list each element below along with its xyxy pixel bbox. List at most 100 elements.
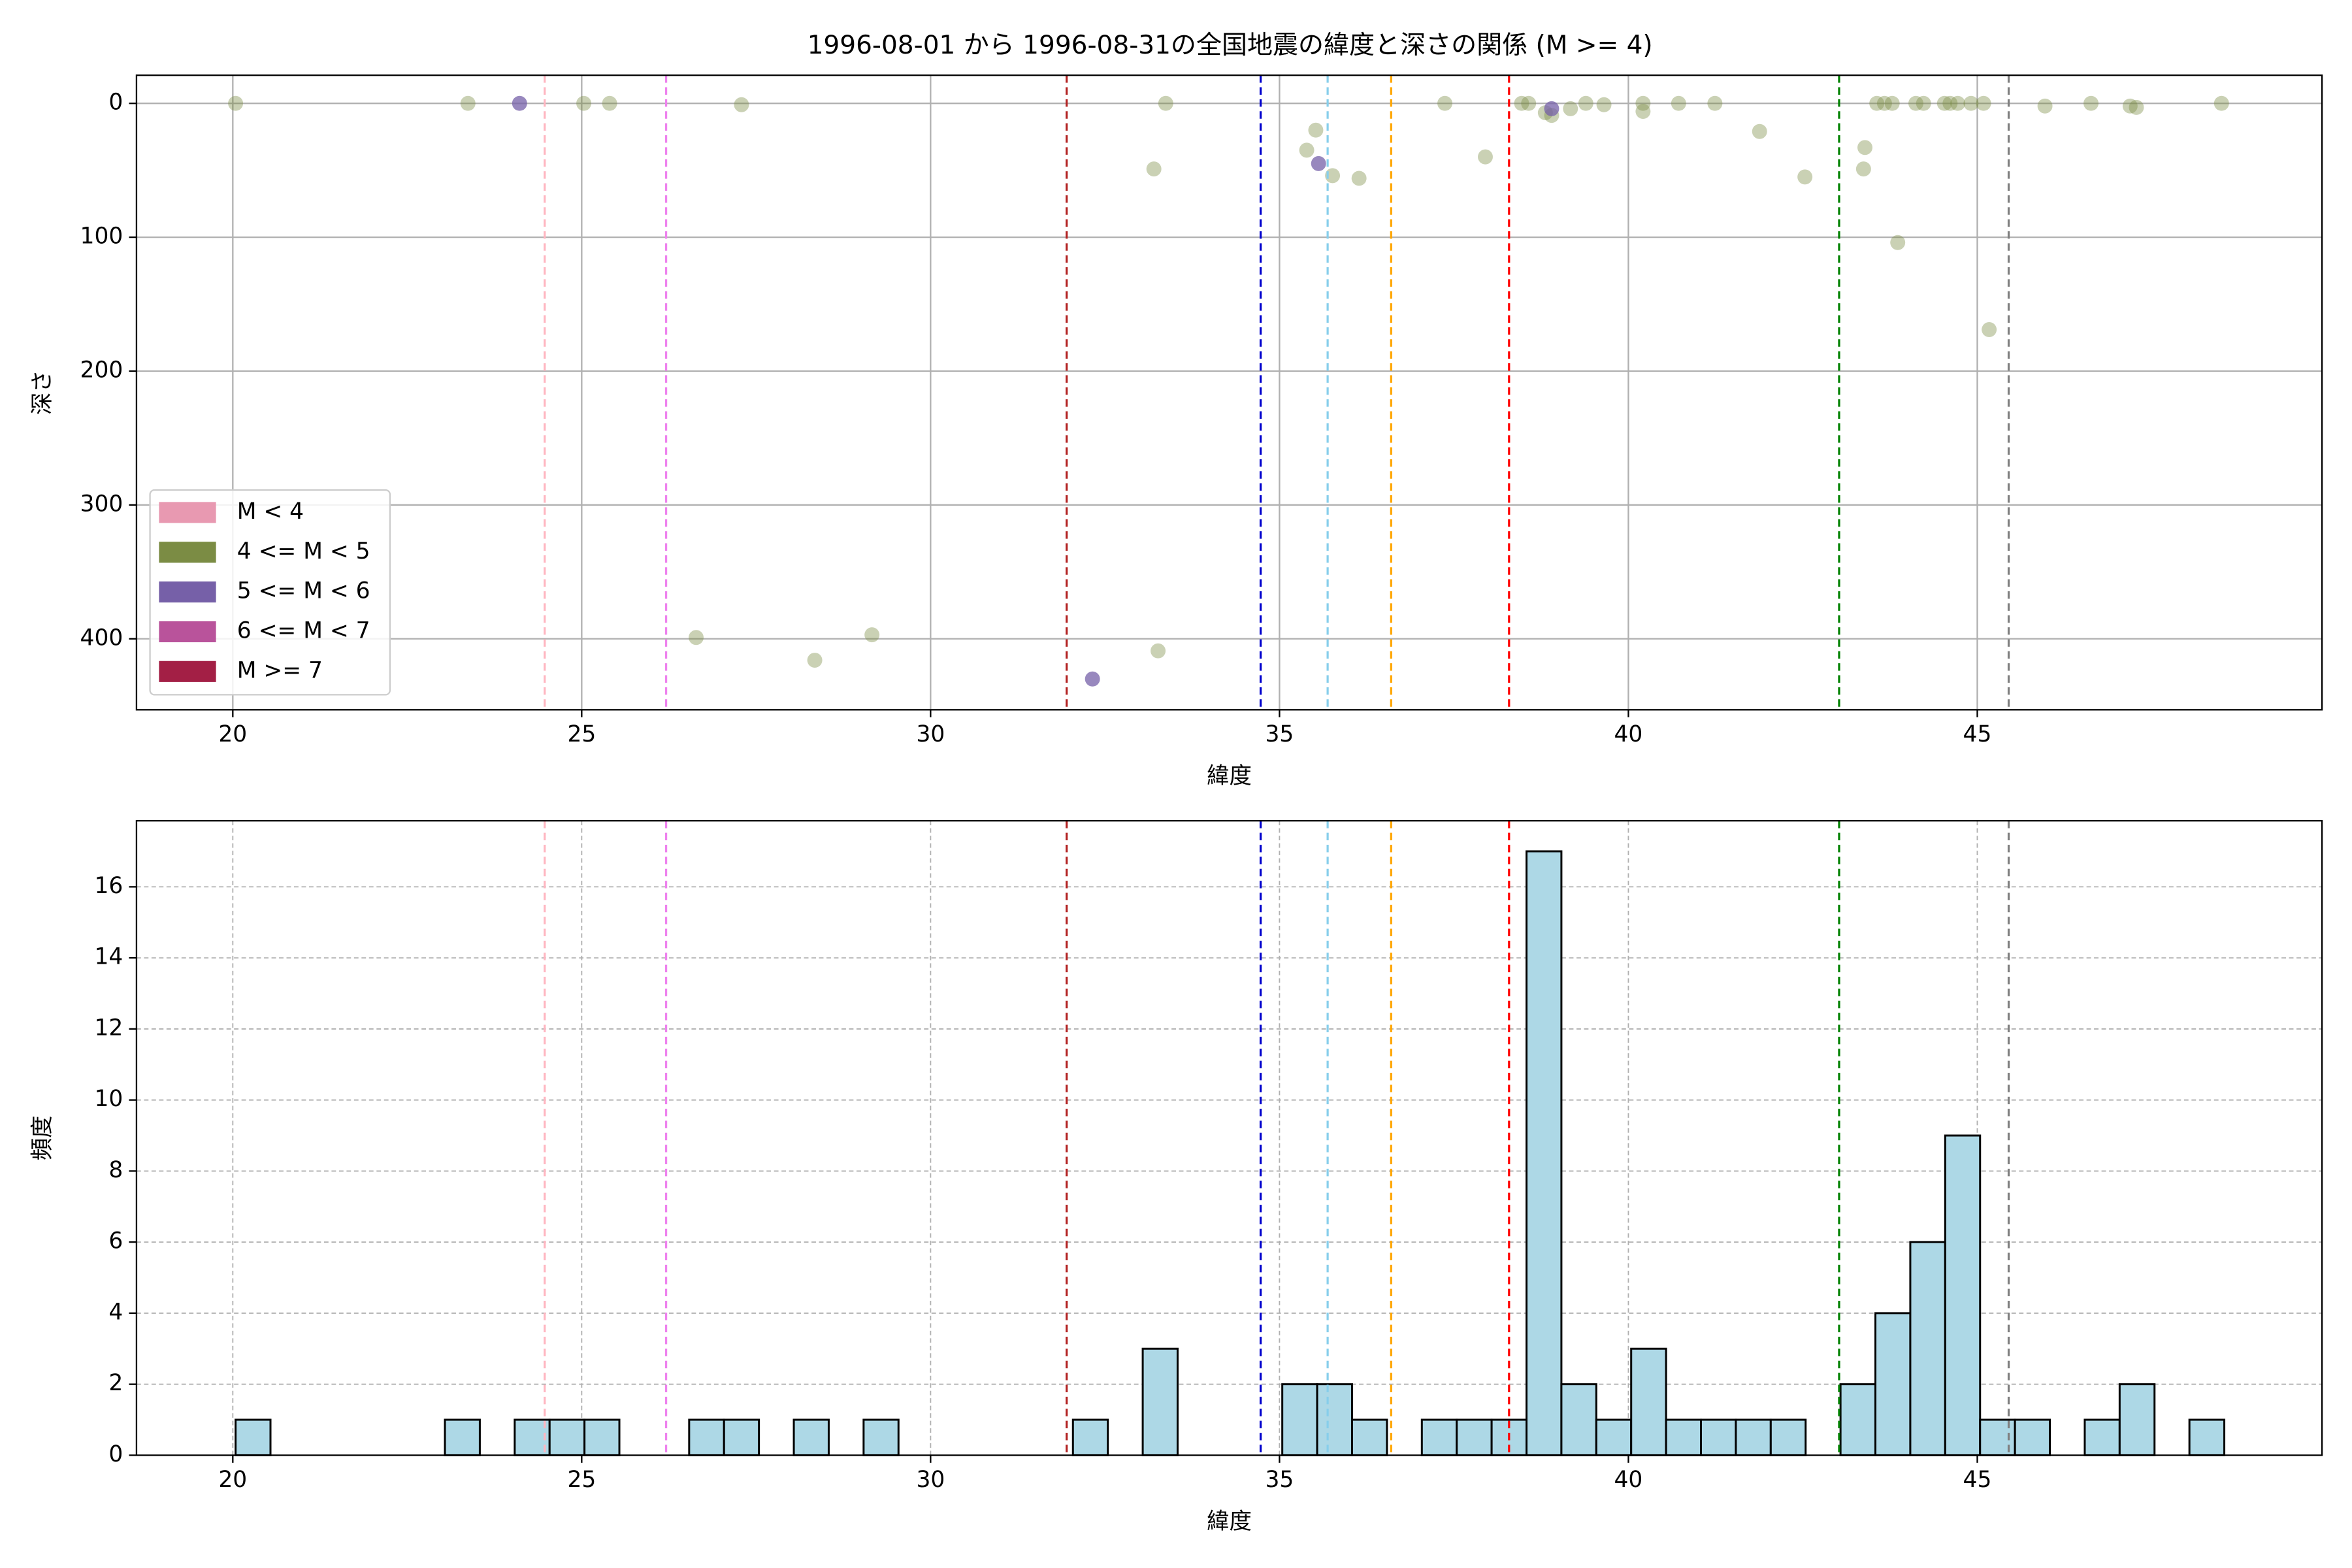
legend-swatch [159, 581, 216, 603]
point [1514, 95, 1529, 111]
y-tick-label: 400 [80, 625, 123, 651]
point [2083, 95, 2099, 111]
bar [235, 1418, 272, 1456]
point [2213, 95, 2229, 111]
bar [1071, 1418, 1109, 1456]
point [1478, 149, 1493, 165]
bar [1839, 1383, 1877, 1456]
point [689, 630, 704, 645]
legend-swatch [159, 502, 216, 523]
point [460, 95, 476, 111]
bar [1316, 1383, 1353, 1456]
bar [1665, 1418, 1703, 1456]
point [2037, 98, 2053, 114]
bar [1281, 1383, 1318, 1456]
y-tick-label: 4 [108, 1299, 123, 1325]
legend-frame [149, 489, 391, 696]
point [1963, 95, 1979, 111]
x-tick-label: 30 [916, 721, 945, 747]
point [864, 627, 880, 643]
y-tick-label: 14 [94, 944, 123, 970]
y-tick-label: 2 [108, 1370, 123, 1396]
axes-frame [135, 820, 2323, 1456]
x-tick-label: 40 [1614, 721, 1643, 747]
legend: M < 4 4 <= M < 5 5 <= M < 6 6 <= M < 7 M >= … [149, 489, 391, 696]
x-tick-label: 25 [567, 1467, 596, 1493]
legend-label: M >= 7 [237, 657, 323, 683]
y-tick-label: 0 [108, 90, 123, 116]
point [2129, 99, 2144, 115]
point [1797, 169, 1813, 185]
point [1942, 95, 1958, 111]
point [512, 95, 527, 111]
legend-label: M < 4 [237, 498, 304, 525]
point [1908, 95, 1923, 111]
y-tick-label: 0 [108, 1441, 123, 1467]
bar [548, 1418, 586, 1456]
bar [1630, 1347, 1667, 1456]
point [1146, 161, 1162, 177]
y-tick-label: 10 [94, 1086, 123, 1112]
point [1325, 168, 1341, 184]
bar [1526, 850, 1563, 1456]
bar [1456, 1418, 1493, 1456]
point [1855, 161, 1871, 177]
point [602, 95, 617, 111]
bar [2083, 1418, 2121, 1456]
point [1158, 95, 1173, 111]
x-tick-label: 25 [567, 721, 596, 747]
point [1308, 122, 1324, 138]
point [1578, 95, 1593, 111]
y-axis-label: 深さ [29, 370, 56, 415]
x-tick-label: 40 [1614, 1467, 1643, 1493]
legend-label: 6 <= M < 7 [237, 617, 370, 644]
x-tick-label: 20 [218, 1467, 247, 1493]
y-tick-label: 6 [108, 1228, 123, 1254]
bar [583, 1418, 621, 1456]
point [1936, 95, 1952, 111]
legend-swatch [159, 542, 216, 563]
y-tick-label: 200 [80, 357, 123, 383]
axes: 20 25 30 35 40 45 0 100 200 300 400 緯度 深さ M < 4 4 <= M… [29, 74, 2323, 789]
point [1707, 95, 1723, 111]
bar [723, 1418, 760, 1456]
bar [2118, 1383, 2156, 1456]
y-tick-label: 300 [80, 491, 123, 517]
x-axis-label: 緯度 [1207, 763, 1252, 789]
y-axis-label: 頻度 [29, 1115, 56, 1160]
axes: 20 25 30 35 40 45 0 2 4 6 8 10 12 14 16 緯度 頻度 [29, 820, 2323, 1535]
bar [688, 1418, 725, 1456]
point [1916, 95, 1931, 111]
bar [1735, 1418, 1772, 1456]
point [1437, 95, 1453, 111]
point [1976, 95, 1991, 111]
bar [444, 1418, 481, 1456]
point [1635, 95, 1651, 111]
y-tick-label: 100 [80, 223, 123, 250]
point [1982, 321, 1997, 337]
point [1671, 95, 1686, 111]
point [1151, 643, 1166, 659]
point [2122, 98, 2138, 114]
x-tick-label: 20 [218, 721, 247, 747]
bar [1700, 1418, 1737, 1456]
point [1950, 95, 1966, 111]
x-tick-label: 35 [1265, 1467, 1294, 1493]
point [1876, 95, 1892, 111]
point [1544, 101, 1560, 116]
point [1752, 123, 1767, 139]
point [807, 653, 823, 668]
bar [1944, 1134, 1982, 1456]
point [1521, 95, 1537, 111]
bar [1874, 1312, 1912, 1456]
bar [1769, 1418, 1807, 1456]
x-tick-label: 35 [1265, 721, 1294, 747]
legend-label: 5 <= M < 6 [237, 578, 370, 604]
point [1869, 95, 1885, 111]
bar [1141, 1347, 1179, 1456]
y-tick-label: 16 [94, 873, 123, 899]
legend-swatch [159, 621, 216, 643]
point [1890, 235, 1906, 250]
